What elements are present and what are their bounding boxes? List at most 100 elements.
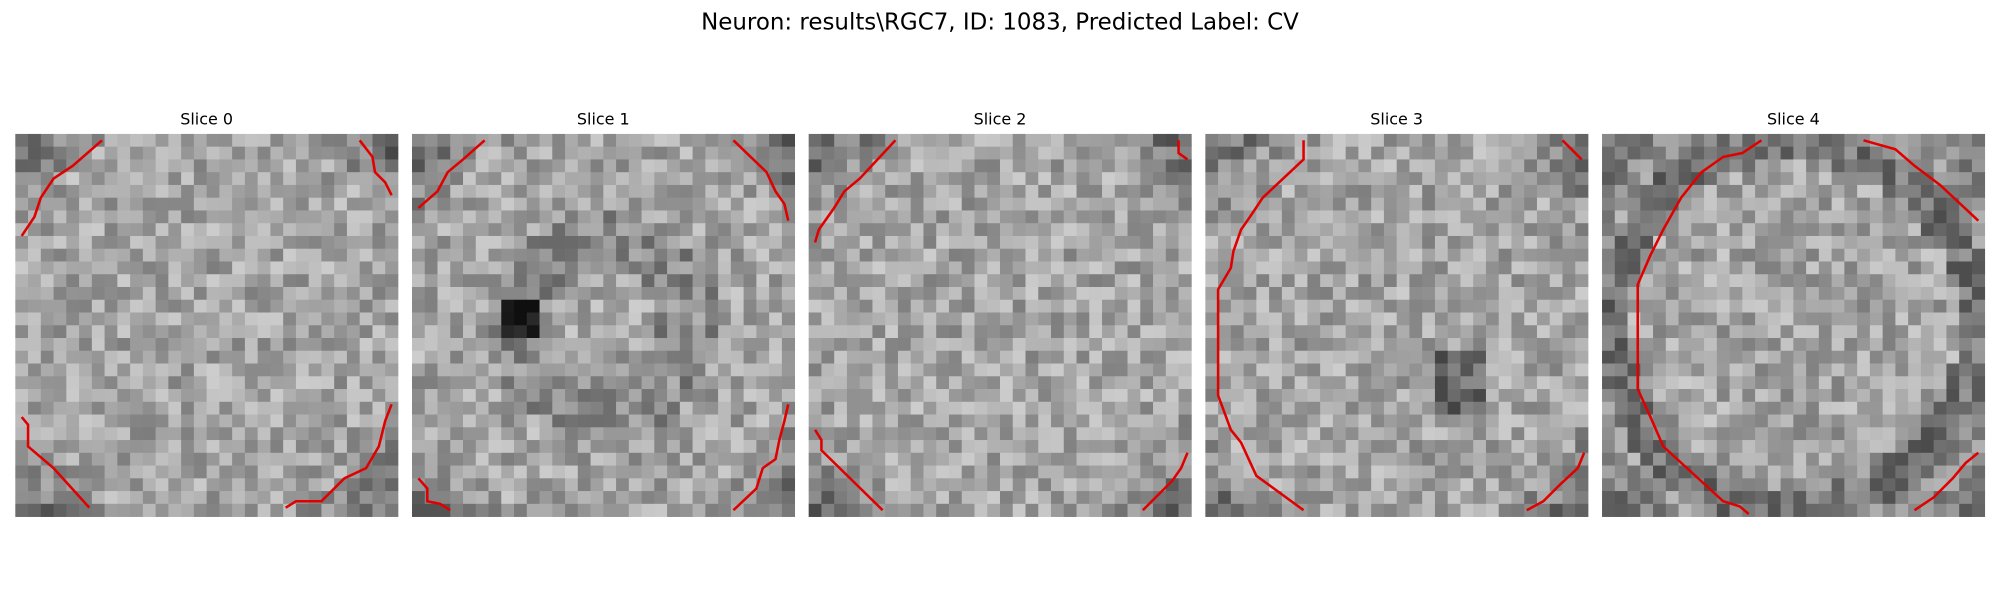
pixel: [1511, 299, 1525, 313]
pixel: [1882, 427, 1896, 441]
pixel: [1946, 427, 1960, 441]
pixel: [66, 440, 80, 454]
pixel: [1345, 159, 1359, 173]
pixel: [181, 286, 195, 301]
pixel: [257, 210, 271, 224]
pixel: [923, 427, 937, 441]
pixel: [1920, 248, 1935, 262]
pixel: [1345, 491, 1359, 505]
pixel: [1831, 146, 1845, 160]
pixel: [193, 376, 208, 390]
pixel: [948, 478, 963, 492]
pixel: [897, 312, 912, 326]
pixel: [53, 465, 67, 479]
pixel: [1742, 452, 1756, 466]
pixel: [936, 338, 950, 352]
pixel: [79, 299, 93, 313]
pixel: [846, 325, 861, 339]
pixel: [1485, 478, 1500, 492]
pixel: [1653, 286, 1667, 301]
pixel: [603, 427, 617, 441]
pixel: [1767, 389, 1781, 403]
pixel: [91, 350, 105, 364]
pixel: [1602, 146, 1616, 160]
pixel: [936, 491, 950, 505]
pixel: [1409, 274, 1423, 288]
pixel: [1806, 414, 1820, 428]
pixel: [1345, 478, 1359, 492]
pixel: [130, 210, 144, 224]
pixel: [1422, 210, 1436, 224]
pixel: [1549, 465, 1563, 479]
pixel: [91, 363, 105, 377]
pixel: [1320, 159, 1334, 173]
pixel: [872, 274, 886, 288]
pixel: [885, 338, 899, 352]
pixel: [999, 159, 1014, 173]
pixel: [821, 184, 835, 199]
pixel: [295, 465, 310, 479]
pixel: [1114, 235, 1128, 250]
pixel: [1793, 440, 1807, 454]
pixel: [1218, 184, 1232, 199]
pixel: [628, 465, 642, 479]
pixel: [142, 452, 156, 466]
pixel: [808, 465, 822, 479]
pixel: [1114, 248, 1128, 262]
pixel: [1549, 146, 1563, 160]
pixel: [142, 401, 156, 415]
pixel: [1345, 325, 1359, 339]
pixel: [628, 261, 642, 275]
pixel: [1165, 184, 1179, 199]
pixel: [1908, 286, 1922, 301]
pixel: [552, 440, 566, 454]
pixel: [1243, 286, 1257, 301]
pixel: [590, 248, 604, 262]
pixel: [667, 312, 681, 326]
pixel: [66, 172, 80, 186]
pixel: [1102, 376, 1116, 390]
pixel: [1447, 363, 1461, 377]
pixel: [948, 274, 963, 288]
pixel: [1869, 503, 1884, 517]
pixel: [936, 172, 950, 186]
pixel: [1140, 363, 1154, 377]
pixel: [411, 465, 426, 479]
pixel: [756, 338, 770, 352]
pixel: [424, 248, 438, 262]
pixel: [1473, 478, 1487, 492]
pixel: [1485, 389, 1500, 403]
pixel: [1089, 299, 1103, 313]
pixel: [1153, 184, 1167, 199]
pixel: [885, 159, 899, 173]
pixel: [232, 210, 246, 224]
pixel: [1422, 223, 1436, 237]
pixel: [679, 235, 693, 250]
pixel: [1332, 286, 1347, 301]
pixel: [1946, 235, 1960, 250]
pixel: [999, 312, 1014, 326]
pixel: [769, 478, 783, 492]
pixel: [885, 440, 899, 454]
pixel: [155, 440, 169, 454]
pixel: [961, 503, 975, 517]
pixel: [705, 210, 719, 224]
pixel: [1012, 210, 1026, 224]
pixel: [514, 159, 528, 173]
pixel: [1269, 172, 1283, 186]
pixel: [1422, 184, 1436, 199]
pixel: [872, 491, 886, 505]
pixel: [40, 401, 54, 415]
pixel: [1882, 223, 1896, 237]
pixel: [437, 465, 451, 479]
pixel: [1447, 401, 1461, 415]
pixel: [1460, 184, 1474, 199]
pixel: [488, 299, 502, 313]
pixel: [1332, 491, 1347, 505]
pixel: [1536, 261, 1551, 275]
pixel: [590, 503, 604, 517]
pixel: [769, 376, 783, 390]
pixel: [961, 465, 975, 479]
pixel: [705, 350, 719, 364]
pixel: [730, 248, 744, 262]
